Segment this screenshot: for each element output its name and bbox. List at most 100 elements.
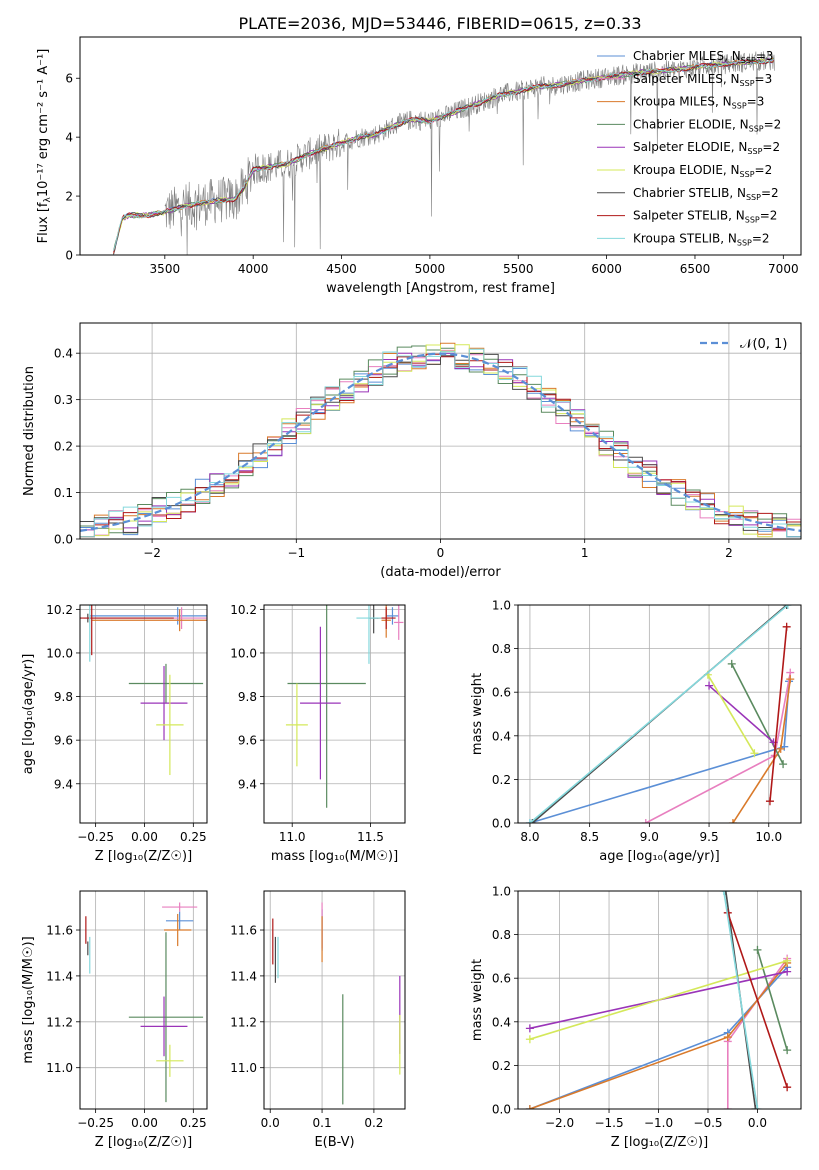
y-tick-label: 0.0 bbox=[492, 817, 511, 831]
x-tick-label: −2.0 bbox=[545, 1116, 574, 1130]
weight-marker bbox=[723, 1105, 732, 1109]
y-tick-label: 10.0 bbox=[46, 646, 73, 660]
errorbar-kroupa-stelib bbox=[356, 605, 382, 664]
legend-label: Chabrier MILES, NSSP=3 bbox=[633, 49, 773, 65]
y-tick-label: 11.4 bbox=[46, 969, 73, 983]
weight-marker bbox=[728, 819, 737, 823]
weight-line-kroupa-elodie bbox=[529, 960, 788, 1040]
x-axis-label: age [log₁₀(age/yr)] bbox=[599, 849, 720, 864]
histogram-kroupa-elodie bbox=[80, 344, 801, 538]
y-tick-label: 0.4 bbox=[54, 347, 73, 361]
residual-histogram-frame bbox=[79, 322, 802, 540]
weight-marker bbox=[719, 891, 728, 895]
weight-marker bbox=[782, 622, 791, 631]
x-tick-label: 4500 bbox=[326, 262, 357, 276]
x-tick-label: −0.25 bbox=[77, 1116, 114, 1130]
y-tick-label: 11.4 bbox=[230, 969, 257, 983]
mass-vs-metallicity-frame bbox=[79, 890, 208, 1110]
x-tick-label: 0.0 bbox=[261, 1116, 280, 1130]
errorbar-chabrier-miles bbox=[386, 607, 399, 625]
weight-marker bbox=[750, 749, 759, 758]
weight-marker bbox=[525, 1024, 534, 1033]
x-axis-label: mass [log₁₀(M/M☉)] bbox=[271, 849, 398, 864]
y-tick-label: 11.0 bbox=[230, 1061, 257, 1075]
x-axis-label: Z [log₁₀(Z/Z☉)] bbox=[95, 849, 192, 864]
errorbar-chabrier-miles bbox=[89, 607, 207, 625]
y-tick-label: 0.4 bbox=[492, 1015, 511, 1029]
y-tick-label: 9.4 bbox=[54, 777, 73, 791]
spectrum-panel: 3500 4000 4500 5000 5500 6000 6500 7000 0 2 4 6 wave… bbox=[36, 36, 802, 296]
age-vs-metallicity-frame bbox=[79, 604, 208, 824]
errorbar-chabrier-miles bbox=[165, 911, 194, 931]
weight-line-salpeter-stelib bbox=[769, 626, 788, 802]
x-axis-label: Z [log₁₀(Z/Z☉)] bbox=[611, 1135, 708, 1150]
y-tick-label: 0.4 bbox=[492, 729, 511, 743]
y-tick-label: 9.8 bbox=[54, 690, 73, 704]
x-tick-label: 8.5 bbox=[580, 830, 599, 844]
errorbar-salpeter-elodie bbox=[140, 996, 188, 1057]
weight-marker bbox=[753, 945, 762, 954]
x-tick-label: 11.5 bbox=[357, 830, 384, 844]
y-tick-label: 0.2 bbox=[492, 773, 511, 787]
y-tick-label: 2 bbox=[65, 190, 73, 204]
y-axis-label: Normed distribution bbox=[22, 366, 37, 496]
weight-vs-metallicity-panel: −2.0 −1.5 −1.0 −0.5 0.0 0.0 0.2 0.4 0.6 0.8 1.0 Z [… bbox=[470, 885, 802, 1150]
errorbar-kroupa-elodie bbox=[285, 683, 308, 767]
x-tick-label: 2 bbox=[725, 546, 733, 560]
weight-vs-age-frame bbox=[517, 604, 802, 824]
x-tick-label: 9.0 bbox=[640, 830, 659, 844]
y-tick-label: 6 bbox=[65, 72, 73, 86]
legend-label: Salpeter STELIB, NSSP=2 bbox=[633, 209, 777, 225]
weight-marker bbox=[779, 760, 788, 769]
mass-vs-metallicity-plot-area bbox=[85, 902, 204, 1103]
x-tick-label: 6500 bbox=[680, 262, 711, 276]
weight-marker bbox=[525, 1105, 534, 1109]
weight-marker bbox=[783, 605, 792, 609]
y-tick-label: 0.3 bbox=[54, 393, 73, 407]
age-vs-mass-panel: 11.0 11.5 9.4 9.6 9.8 10.0 10.2 mass [log₁₀(M/M… bbox=[230, 603, 406, 864]
y-tick-label: 0.8 bbox=[492, 928, 511, 942]
y-tick-label: 0.2 bbox=[492, 1059, 511, 1073]
figure-title: PLATE=2036, MJD=53446, FIBERID=0615, z=0… bbox=[238, 14, 641, 33]
age-vs-metallicity-plot-area bbox=[80, 605, 207, 776]
age-vs-mass-plot-area bbox=[285, 605, 404, 808]
residual-histogram-plot-area bbox=[80, 342, 801, 538]
x-tick-label: −1 bbox=[287, 546, 305, 560]
y-axis-label: mass [log₁₀(M/M☉)] bbox=[21, 936, 36, 1063]
y-tick-label: 10.2 bbox=[46, 603, 73, 617]
normal-reference-curve bbox=[80, 352, 801, 532]
y-tick-label: 11.6 bbox=[230, 924, 257, 938]
weight-marker bbox=[727, 659, 736, 668]
errorbar-chabrier-elodie bbox=[128, 663, 204, 704]
legend-label: Kroupa STELIB, NSSP=2 bbox=[633, 231, 770, 247]
weight-marker bbox=[782, 605, 791, 609]
errorbar-salpeter-miles bbox=[394, 605, 404, 640]
y-tick-label: 11.2 bbox=[230, 1015, 257, 1029]
errorbar-kroupa-miles bbox=[91, 609, 207, 632]
y-tick-label: 4 bbox=[65, 131, 73, 145]
weight-marker bbox=[641, 819, 650, 823]
x-tick-label: 10.0 bbox=[755, 830, 782, 844]
spectrum-plot-area bbox=[113, 51, 775, 255]
weight-line-chabrier-elodie bbox=[756, 949, 788, 1051]
errorbar-kroupa-elodie bbox=[156, 1044, 184, 1077]
x-tick-label: 0.1 bbox=[313, 1116, 332, 1130]
x-axis-label: (data-model)/error bbox=[380, 565, 501, 580]
weight-marker bbox=[765, 797, 774, 806]
y-tick-label: 0.8 bbox=[492, 642, 511, 656]
weight-marker bbox=[776, 744, 785, 753]
y-tick-label: 0.6 bbox=[492, 972, 511, 986]
x-tick-label: 11.0 bbox=[279, 830, 306, 844]
x-tick-label: −2 bbox=[143, 546, 161, 560]
model-spectrum-kroupa-stelib bbox=[113, 59, 774, 251]
weight-marker bbox=[525, 1035, 534, 1044]
weight-vs-age-panel: 8.0 8.5 9.0 9.5 10.0 0.0 0.2 0.4 0.6 0.8 1.0 age [l… bbox=[470, 599, 802, 864]
y-tick-label: 9.8 bbox=[238, 690, 257, 704]
legend-label: Salpeter MILES, NSSP=3 bbox=[633, 72, 772, 88]
x-tick-label: −1.5 bbox=[594, 1116, 623, 1130]
x-tick-label: 0.00 bbox=[131, 830, 158, 844]
y-tick-label: 1.0 bbox=[492, 599, 511, 613]
residual-histogram-panel: −2 −1 0 1 2 0.0 0.1 0.2 0.3 0.4 (data-model)/error… bbox=[22, 322, 802, 580]
legend-label: Kroupa MILES, NSSP=3 bbox=[633, 95, 764, 111]
